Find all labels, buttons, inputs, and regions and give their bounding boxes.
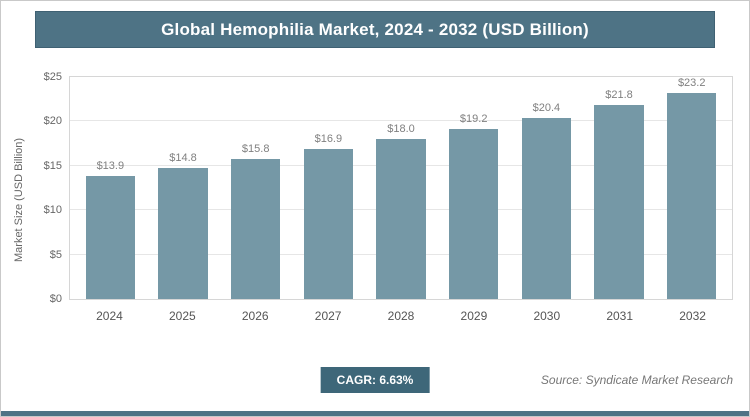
y-tick-label: $5 [49,248,62,261]
bar-group: $16.9 [292,77,365,299]
bottom-accent-strip [1,411,749,416]
bar [303,148,354,299]
chart-title-banner: Global Hemophilia Market, 2024 - 2032 (U… [35,11,715,48]
y-tick-label: $10 [43,204,62,217]
bar [376,139,426,299]
x-tick-label: 2024 [96,309,123,323]
bar-value-label: $23.2 [677,77,706,89]
plot-area: $0 $5 $10 $15 $20 $25 $13.9 $14.8 $15.8 $16.9 $18.… [44,71,733,305]
y-tick-label: $20 [43,115,62,128]
bar-value-label: $19.2 [459,112,488,125]
gridline [70,120,732,122]
bar-group: $19.2 [437,77,510,299]
x-tick-label: 2030 [533,309,561,323]
bar-chart: Market Size (USD Billion) $0 $5 $10 $15 $20 $… [1,71,749,323]
bars-container: $13.9 $14.8 $15.8 $16.9 $18.0 $19.2 $20.4 $21.8… [70,77,732,299]
bar-value-label: $21.8 [605,89,633,102]
y-tick-label: $15 [43,159,62,172]
bar [85,175,136,299]
bar-value-label: $16.9 [314,132,343,145]
y-tick-label: $0 [49,293,62,305]
bar [667,93,717,299]
bar-group: $18.0 [365,77,438,299]
chart-title: Global Hemophilia Market, 2024 - 2032 (U… [161,19,589,39]
x-tick-label: 2027 [314,309,342,323]
bar-group: $23.2 [655,77,728,299]
source-text: Source: Syndicate Market Research [540,373,733,387]
bar-value-label: $15.8 [241,142,270,155]
bar-group: $14.8 [147,77,220,299]
y-axis-title: Market Size (USD Billion) [13,137,25,262]
x-axis-labels: 2024 2025 2026 2027 2028 2029 2030 2031 2032 [69,300,733,323]
cagr-badge: CAGR: 6.63% [320,367,430,393]
bar [448,128,499,299]
x-tick-label: 2032 [679,309,706,323]
bar-value-label: $13.9 [96,159,125,172]
x-tick-label: 2025 [168,309,196,323]
y-tick-label: $25 [43,71,62,83]
bar-value-label: $20.4 [532,101,561,114]
x-tick-label: 2028 [387,309,415,323]
bar [158,167,208,299]
bar-group: $21.8 [583,77,656,299]
bar [230,158,281,299]
bar [521,117,572,299]
bar-group: $20.4 [510,77,583,299]
bar-value-label: $14.8 [169,151,197,164]
x-tick-label: 2031 [606,309,634,323]
plot-column: $0 $5 $10 $15 $20 $25 $13.9 $14.8 $15.8 $16.9 $18.… [29,71,733,323]
x-tick-label: 2029 [460,309,488,323]
bar-group: $15.8 [219,77,292,299]
bar [594,105,644,299]
bar-value-label: $18.0 [387,123,415,136]
x-tick-label: 2026 [241,309,269,323]
bar-group: $13.9 [74,77,147,299]
chart-footer: CAGR: 6.63% Source: Syndicate Market Res… [1,367,749,395]
